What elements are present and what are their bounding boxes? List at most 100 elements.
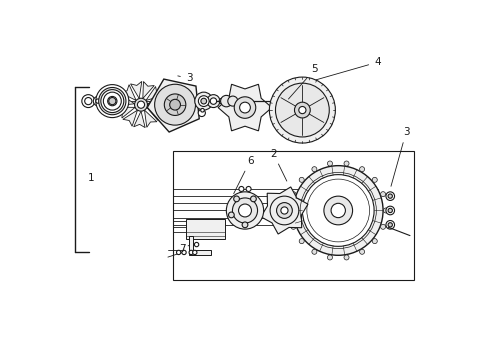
Circle shape xyxy=(331,203,345,218)
Circle shape xyxy=(176,250,181,255)
Circle shape xyxy=(291,224,296,229)
Circle shape xyxy=(344,161,349,166)
Circle shape xyxy=(288,208,293,213)
Polygon shape xyxy=(130,81,142,99)
Circle shape xyxy=(386,192,394,201)
Polygon shape xyxy=(145,110,157,127)
Circle shape xyxy=(386,221,394,229)
Circle shape xyxy=(219,98,225,104)
Text: 1: 1 xyxy=(88,173,94,183)
Circle shape xyxy=(327,255,333,260)
Circle shape xyxy=(239,186,244,192)
Text: 4: 4 xyxy=(316,57,381,80)
Polygon shape xyxy=(121,85,136,100)
Circle shape xyxy=(250,196,256,202)
Circle shape xyxy=(372,239,377,244)
Circle shape xyxy=(299,107,306,114)
Circle shape xyxy=(324,196,353,225)
Polygon shape xyxy=(147,97,164,109)
Circle shape xyxy=(312,249,317,254)
Circle shape xyxy=(360,249,365,254)
Circle shape xyxy=(137,101,145,108)
Circle shape xyxy=(198,96,209,107)
Text: 3: 3 xyxy=(391,127,410,186)
Circle shape xyxy=(276,203,293,219)
Circle shape xyxy=(240,102,250,113)
Circle shape xyxy=(344,255,349,260)
Circle shape xyxy=(234,196,240,202)
Circle shape xyxy=(294,166,383,255)
Circle shape xyxy=(108,96,117,106)
Circle shape xyxy=(302,175,374,246)
Text: 6: 6 xyxy=(234,156,253,194)
Circle shape xyxy=(201,108,204,112)
Circle shape xyxy=(195,242,199,247)
Circle shape xyxy=(93,96,102,106)
Circle shape xyxy=(275,83,329,137)
Circle shape xyxy=(281,102,287,108)
Circle shape xyxy=(381,192,386,197)
Circle shape xyxy=(239,204,251,217)
Polygon shape xyxy=(123,110,138,126)
Circle shape xyxy=(381,224,386,229)
Circle shape xyxy=(242,222,248,228)
Circle shape xyxy=(207,95,220,108)
Circle shape xyxy=(170,99,180,110)
Circle shape xyxy=(189,250,194,255)
Polygon shape xyxy=(190,235,211,255)
Circle shape xyxy=(299,239,304,244)
Circle shape xyxy=(288,103,291,107)
Circle shape xyxy=(201,98,207,104)
Circle shape xyxy=(193,250,197,255)
Circle shape xyxy=(299,177,304,182)
Circle shape xyxy=(98,87,126,115)
Circle shape xyxy=(383,208,389,213)
Text: 5: 5 xyxy=(289,64,318,99)
Circle shape xyxy=(388,194,392,198)
Bar xyxy=(186,220,225,239)
Circle shape xyxy=(294,102,310,118)
Polygon shape xyxy=(147,107,164,121)
Circle shape xyxy=(388,223,392,227)
Circle shape xyxy=(226,192,264,229)
Circle shape xyxy=(372,177,377,182)
Circle shape xyxy=(85,98,92,105)
Polygon shape xyxy=(261,187,308,234)
Polygon shape xyxy=(118,94,135,105)
Polygon shape xyxy=(143,81,154,99)
Circle shape xyxy=(155,84,196,125)
Circle shape xyxy=(291,192,296,197)
Circle shape xyxy=(327,161,333,166)
Circle shape xyxy=(109,98,116,105)
Text: 3: 3 xyxy=(178,73,193,84)
Circle shape xyxy=(103,92,122,110)
Circle shape xyxy=(182,250,186,255)
Polygon shape xyxy=(134,111,145,128)
Circle shape xyxy=(210,98,217,104)
Circle shape xyxy=(195,92,213,110)
Polygon shape xyxy=(218,84,272,131)
Circle shape xyxy=(312,167,317,172)
Circle shape xyxy=(270,196,299,225)
Circle shape xyxy=(388,208,392,213)
Circle shape xyxy=(360,167,365,172)
Text: 2: 2 xyxy=(270,149,287,181)
Circle shape xyxy=(270,77,335,143)
Circle shape xyxy=(228,96,238,106)
Bar xyxy=(173,151,414,280)
Circle shape xyxy=(96,99,100,103)
Circle shape xyxy=(234,97,256,118)
Circle shape xyxy=(164,94,186,116)
Circle shape xyxy=(101,90,124,113)
Polygon shape xyxy=(118,107,135,118)
Circle shape xyxy=(228,212,234,218)
Circle shape xyxy=(220,95,232,107)
Circle shape xyxy=(386,206,394,215)
Circle shape xyxy=(246,186,251,192)
Polygon shape xyxy=(146,86,163,100)
Circle shape xyxy=(135,98,147,111)
Polygon shape xyxy=(147,79,199,132)
Circle shape xyxy=(82,95,95,108)
Text: 7: 7 xyxy=(179,244,190,254)
Circle shape xyxy=(281,207,288,214)
